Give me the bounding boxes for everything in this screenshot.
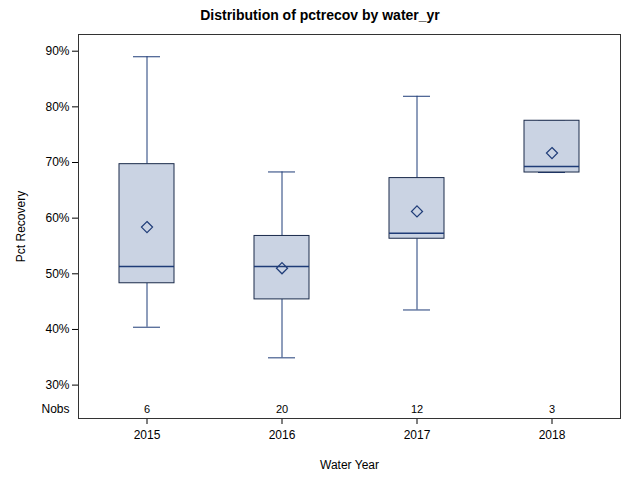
- svg-text:Nobs: Nobs: [41, 402, 69, 416]
- html-text:Distribution of pctrecov by wa: Distribution of pctrecov by water_yr: [200, 7, 440, 23]
- svg-text:3: 3: [549, 403, 555, 415]
- svg-text:2016: 2016: [269, 428, 296, 442]
- svg-text:2018: 2018: [539, 428, 566, 442]
- svg-text:Pct Recovery: Pct Recovery: [14, 191, 28, 262]
- svg-text:20: 20: [276, 403, 288, 415]
- svg-text:12: 12: [411, 403, 423, 415]
- svg-text:Water Year: Water Year: [320, 458, 379, 472]
- svg-text:40%: 40%: [45, 322, 69, 336]
- svg-text:6: 6: [144, 403, 150, 415]
- svg-text:30%: 30%: [45, 378, 69, 392]
- svg-text:2017: 2017: [404, 428, 431, 442]
- svg-text:60%: 60%: [45, 211, 69, 225]
- svg-text:50%: 50%: [45, 267, 69, 281]
- svg-text:90%: 90%: [45, 44, 69, 58]
- svg-text:70%: 70%: [45, 155, 69, 169]
- svg-text:80%: 80%: [45, 100, 69, 114]
- svg-text:2015: 2015: [134, 428, 161, 442]
